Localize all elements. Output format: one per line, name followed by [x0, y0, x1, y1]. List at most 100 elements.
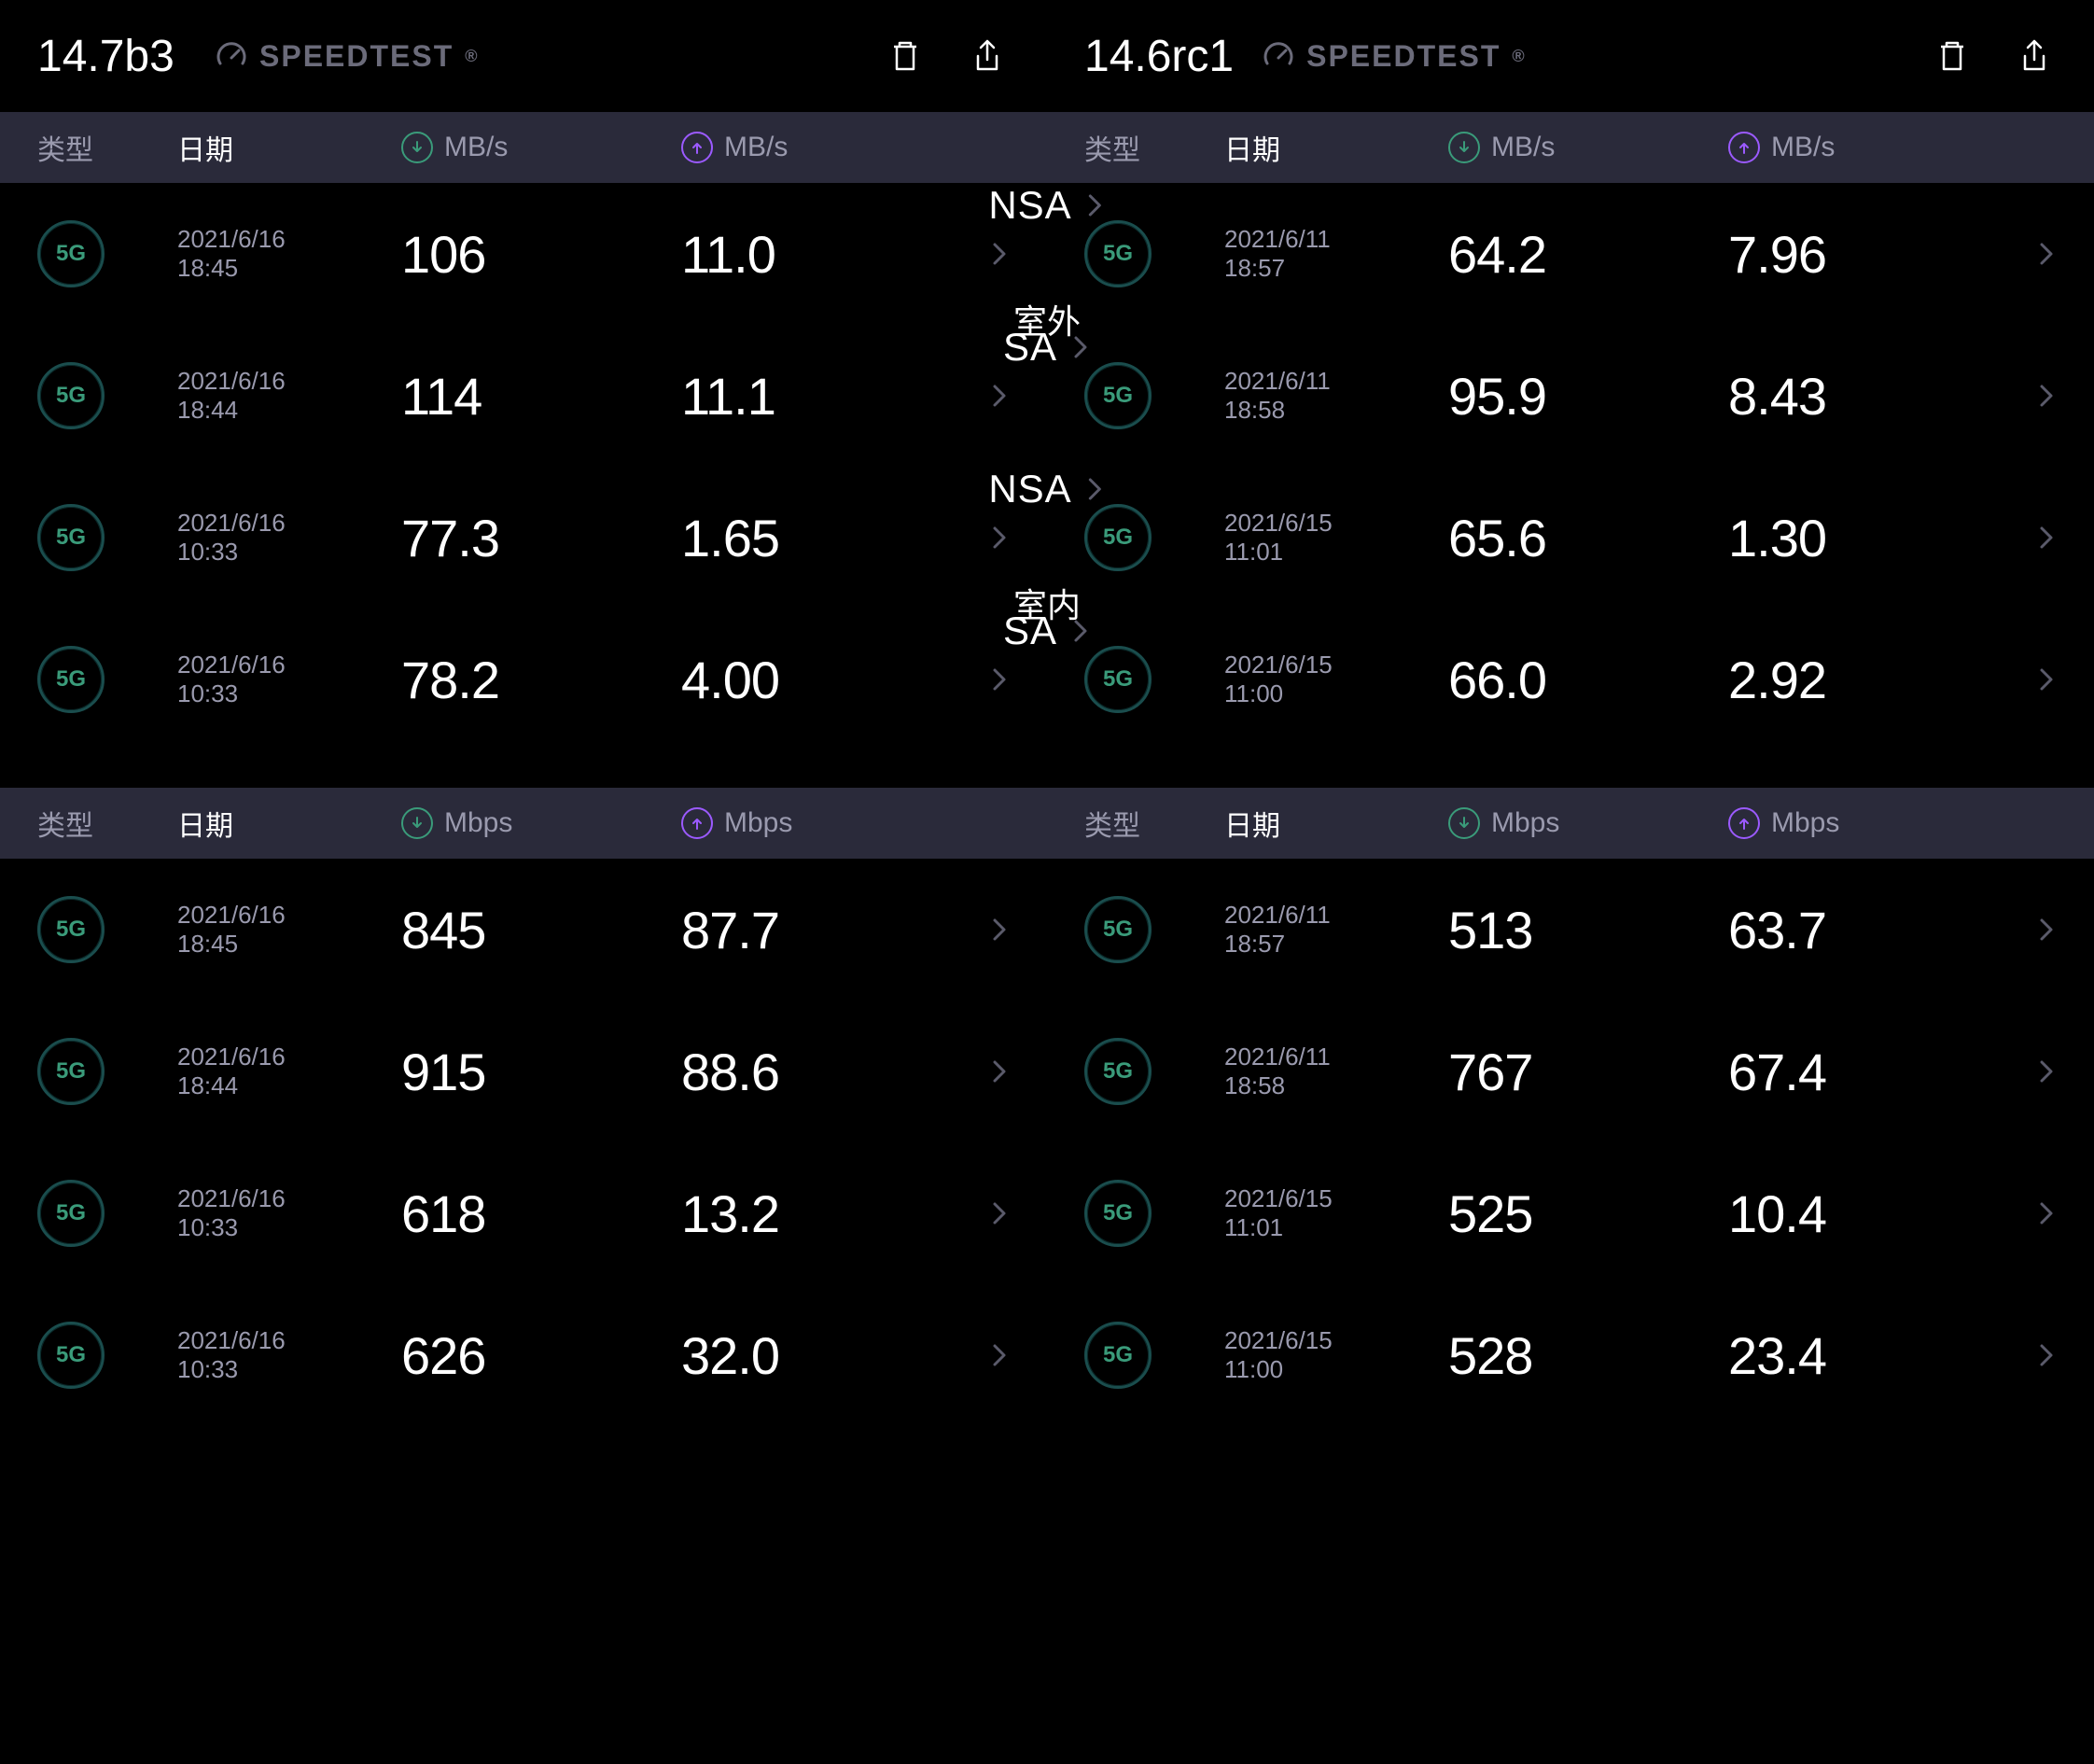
upload-value: 4.00: [681, 650, 961, 710]
result-row[interactable]: 5G2021/6/1511:0052823.4: [1047, 1284, 2094, 1426]
chevron-right-icon: [991, 1198, 1010, 1228]
col-type-header: 类型: [37, 127, 177, 168]
column-header-row: 类型 日期 Mbps Mbps: [0, 788, 1047, 859]
download-value: 95.9: [1448, 366, 1728, 427]
network-type-label: SA: [1003, 325, 1091, 370]
col-date-header: 日期: [177, 127, 401, 168]
network-badge: 5G: [37, 646, 105, 713]
result-row[interactable]: 5G2021/6/1618:4510611.0: [0, 183, 1047, 325]
col-date-header: 日期: [177, 803, 401, 844]
download-value: 513: [1448, 900, 1728, 960]
network-badge: 5G: [1084, 1038, 1152, 1105]
upload-value: 10.4: [1728, 1183, 2008, 1244]
chevron-right-icon: [1087, 190, 1106, 220]
network-badge: 5G: [1084, 362, 1152, 429]
download-value: 114: [401, 366, 681, 427]
network-badge: 5G: [1084, 1180, 1152, 1247]
result-row[interactable]: 5G2021/6/1610:3378.24.00: [0, 609, 1047, 750]
result-row[interactable]: 5G2021/6/1610:3361813.2: [0, 1142, 1047, 1284]
download-value: 626: [401, 1325, 681, 1386]
date-cell: 2021/6/1610:33: [177, 651, 401, 708]
result-row[interactable]: 5G2021/6/1511:0165.61.30: [1047, 467, 2094, 609]
chevron-right-icon: [2038, 665, 2057, 694]
chevron-right-icon: [2038, 1340, 2057, 1370]
upload-value: 63.7: [1728, 900, 2008, 960]
col-type-header: 类型: [1084, 803, 1224, 844]
speedtest-logo: SPEEDTEST ®: [215, 39, 855, 74]
chevron-right-icon: [2038, 523, 2057, 553]
share-button[interactable]: [2012, 34, 2057, 78]
upload-value: 11.0: [681, 224, 961, 285]
chevron-right-icon: [991, 665, 1010, 694]
result-row[interactable]: 5G2021/6/1610:3377.31.65: [0, 467, 1047, 609]
date-cell: 2021/6/1610:33: [177, 1326, 401, 1384]
result-row[interactable]: 5G2021/6/1610:3362632.0: [0, 1284, 1047, 1426]
date-cell: 2021/6/1511:01: [1224, 1184, 1448, 1242]
upload-value: 67.4: [1728, 1042, 2008, 1102]
download-icon: [401, 132, 433, 163]
left-panel-header: 14.7b3 SPEEDTEST ®: [0, 0, 1047, 112]
chevron-right-icon: [991, 1340, 1010, 1370]
download-value: 106: [401, 224, 681, 285]
result-row[interactable]: 5G2021/6/1618:4491588.6: [0, 1001, 1047, 1142]
result-row[interactable]: 5G2021/6/1118:5751363.7: [1047, 859, 2094, 1001]
network-type-label: NSA: [988, 467, 1105, 511]
chevron-right-icon: [991, 1057, 1010, 1086]
gauge-icon: [215, 39, 248, 73]
result-row[interactable]: 5G2021/6/1618:4584587.7: [0, 859, 1047, 1001]
network-badge: 5G: [37, 1038, 105, 1105]
network-badge: 5G: [1084, 896, 1152, 963]
download-icon: [1448, 132, 1480, 163]
download-value: 767: [1448, 1042, 1728, 1102]
chevron-right-icon: [991, 239, 1010, 269]
col-date-header: 日期: [1224, 127, 1448, 168]
network-badge: 5G: [37, 1322, 105, 1389]
upload-value: 8.43: [1728, 366, 2008, 427]
result-row[interactable]: 5G2021/6/1118:5764.27.96: [1047, 183, 2094, 325]
col-upload-header: MB/s: [1728, 132, 2008, 163]
column-header-row: 类型 日期 MB/s MB/s: [1047, 112, 2094, 183]
upload-value: 87.7: [681, 900, 961, 960]
gauge-icon: [1262, 39, 1295, 73]
speedtest-text: SPEEDTEST: [259, 39, 454, 74]
download-icon: [1448, 807, 1480, 839]
chevron-right-icon: [2038, 381, 2057, 411]
date-cell: 2021/6/1618:45: [177, 901, 401, 959]
result-row[interactable]: 5G 2021/6/1118:5876767.4: [1047, 1001, 2094, 1142]
delete-button[interactable]: [1930, 34, 1975, 78]
chevron-right-icon: [1072, 332, 1091, 362]
network-badge: 5G: [37, 896, 105, 963]
network-type-label: SA: [1003, 609, 1091, 653]
network-badge: 5G: [37, 1180, 105, 1247]
col-download-header: MB/s: [1448, 132, 1728, 163]
upload-value: 1.65: [681, 508, 961, 568]
result-row[interactable]: 5G2021/6/1618:4411411.1: [0, 325, 1047, 467]
upload-icon: [681, 807, 713, 839]
download-value: 915: [401, 1042, 681, 1102]
share-button[interactable]: [965, 34, 1010, 78]
speedtest-logo: SPEEDTEST ®: [1262, 39, 1902, 74]
left-version-label: 14.7b3: [37, 31, 187, 82]
date-cell: 2021/6/1118:57: [1224, 225, 1448, 283]
col-download-header: MB/s: [401, 132, 681, 163]
col-date-header: 日期: [1224, 803, 1448, 844]
chevron-right-icon: [991, 381, 1010, 411]
date-cell: 2021/6/1511:00: [1224, 1326, 1448, 1384]
date-cell: 2021/6/1610:33: [177, 1184, 401, 1242]
upload-icon: [681, 132, 713, 163]
delete-button[interactable]: [883, 34, 928, 78]
download-value: 528: [1448, 1325, 1728, 1386]
result-row[interactable]: 5G2021/6/1511:0066.02.92: [1047, 609, 2094, 750]
chevron-right-icon: [2038, 239, 2057, 269]
date-cell: 2021/6/1610:33: [177, 509, 401, 567]
upload-value: 2.92: [1728, 650, 2008, 710]
chevron-right-icon: [2038, 1198, 2057, 1228]
result-row[interactable]: 5G2021/6/1511:0152510.4: [1047, 1142, 2094, 1284]
col-type-header: 类型: [37, 803, 177, 844]
result-row[interactable]: 5G2021/6/1118:5895.98.43: [1047, 325, 2094, 467]
upload-value: 7.96: [1728, 224, 2008, 285]
col-type-header: 类型: [1084, 127, 1224, 168]
date-cell: 2021/6/1118:58: [1224, 1043, 1448, 1100]
network-badge: 5G: [37, 362, 105, 429]
network-badge: 5G: [1084, 646, 1152, 713]
